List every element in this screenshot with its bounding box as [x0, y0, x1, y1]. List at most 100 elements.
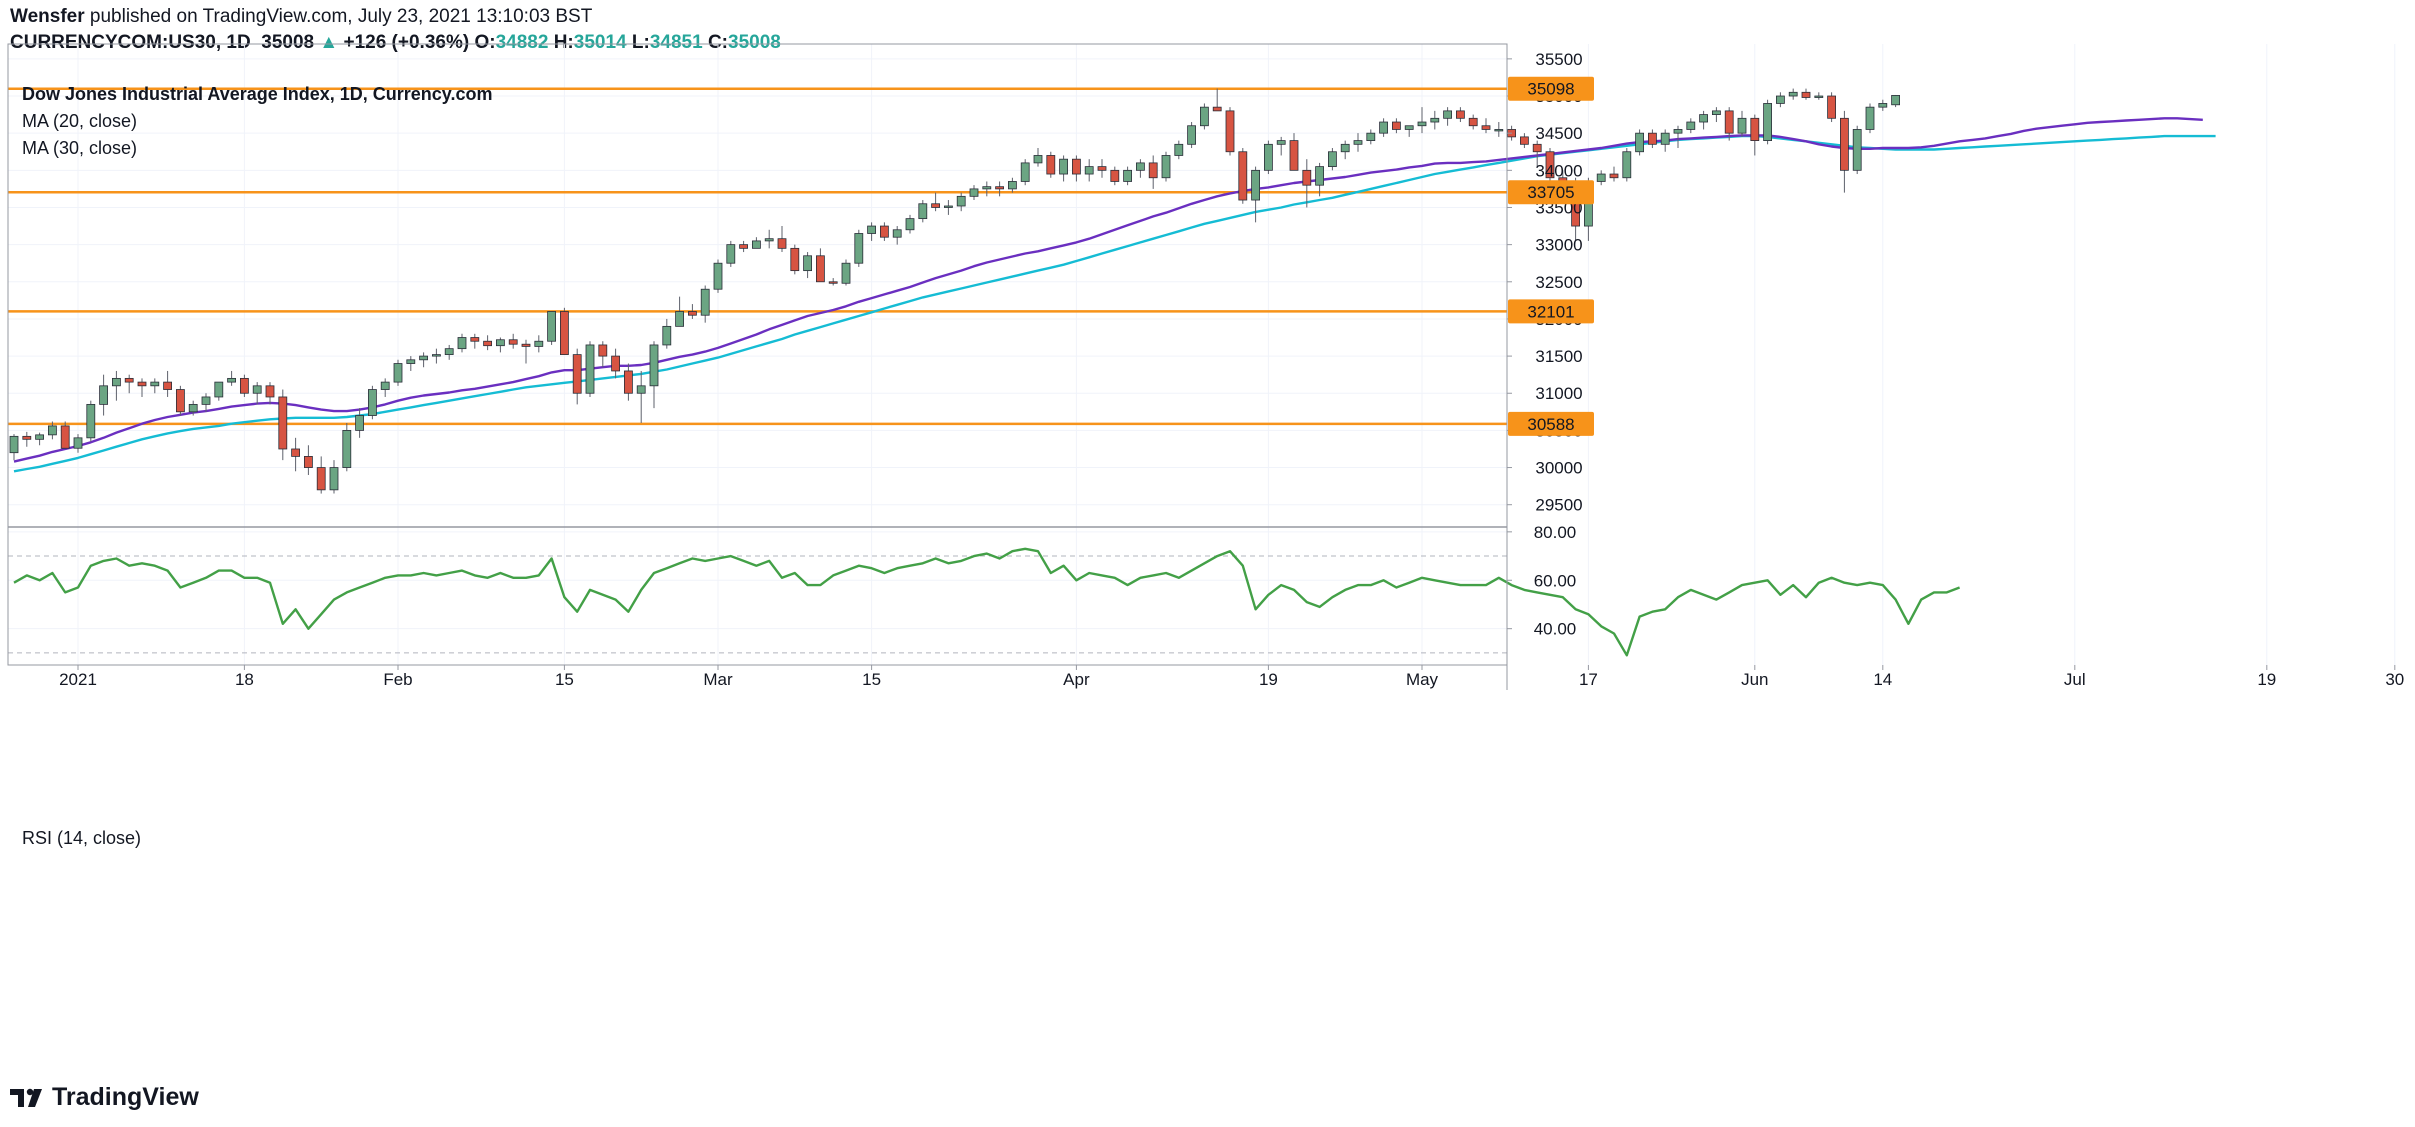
candle-body [188, 403, 198, 413]
candle-body [1635, 132, 1644, 153]
candle [112, 370, 121, 401]
candle-body [892, 229, 902, 238]
candle [585, 341, 595, 397]
candle-body [1289, 140, 1299, 171]
candle [752, 237, 761, 249]
candle-body [841, 262, 851, 284]
candle-body [995, 186, 1004, 190]
candle-body [444, 348, 454, 356]
price-tick-label: 30000 [1535, 459, 1582, 478]
candle-body [265, 385, 275, 398]
candle [1404, 125, 1414, 137]
candle [1622, 148, 1632, 182]
candle [1801, 88, 1811, 100]
candle-body [124, 377, 134, 383]
candle-body [393, 363, 403, 383]
candle [1494, 122, 1504, 137]
candle-body [1712, 110, 1721, 115]
candle-body [1852, 129, 1862, 171]
candle [303, 445, 313, 475]
candle [1750, 114, 1760, 156]
candle [175, 385, 185, 416]
candle [214, 381, 224, 401]
candle-body [598, 344, 608, 357]
candle-body [931, 203, 940, 208]
level-tag-label: 32101 [1527, 302, 1574, 321]
candle [1699, 110, 1708, 130]
candle-body [1724, 110, 1734, 134]
time-tick-label: 30 [2385, 670, 2404, 689]
candle [9, 434, 19, 461]
candle-body [406, 359, 416, 364]
candle [828, 278, 838, 286]
rsi-tick-label: 80.00 [1534, 523, 1577, 542]
candle-body [1072, 158, 1081, 175]
candle-body [956, 195, 966, 207]
tradingview-logo[interactable]: TradingView [10, 1083, 199, 1112]
open-value: 34882 [495, 32, 549, 53]
candle-body [1212, 106, 1222, 112]
candle-body [662, 325, 672, 346]
candle-body [918, 203, 928, 220]
candle [150, 378, 160, 394]
candle-body [150, 381, 160, 387]
candle-body [9, 435, 19, 454]
price-tick-label: 35500 [1535, 50, 1582, 69]
author-name[interactable]: Wensfer [10, 6, 85, 27]
candle [1340, 140, 1350, 160]
candle [252, 382, 262, 405]
level-price-tag: 33705 [1508, 180, 1594, 205]
candle [73, 434, 83, 453]
candle-body [649, 344, 659, 387]
candle-body [367, 389, 377, 416]
candle [495, 337, 505, 353]
candle-body [1673, 129, 1683, 134]
candle [1852, 125, 1862, 175]
candle-body [342, 429, 352, 468]
ma30-series [13, 134, 2216, 473]
candle-body [163, 381, 173, 390]
candle [598, 341, 608, 368]
candle-body [1520, 136, 1529, 145]
candle [1673, 125, 1683, 149]
level-tag-label: 30588 [1527, 415, 1574, 434]
candle [329, 460, 339, 494]
candle [444, 344, 454, 360]
candle [1660, 129, 1670, 152]
axes: 2950030000305003100031500320003250033000… [7, 43, 2404, 690]
candle-body [1084, 166, 1094, 175]
candle [636, 370, 646, 423]
candle-body [457, 337, 467, 350]
time-tick-label: 15 [555, 670, 574, 689]
candle-body [1340, 143, 1350, 153]
candle-body [1136, 162, 1145, 171]
candle-body [624, 370, 633, 394]
price-tick-label: 29500 [1535, 496, 1582, 515]
candle-body [1059, 158, 1068, 175]
price-tick-label: 32500 [1535, 273, 1582, 292]
candle [1763, 99, 1772, 145]
time-tick-label: Jun [1741, 670, 1768, 689]
candle-body [700, 288, 710, 316]
price-tick-label: 33000 [1535, 236, 1582, 255]
price-tick-label: 31500 [1535, 347, 1582, 366]
candle-body [1315, 166, 1324, 186]
candle [675, 296, 684, 327]
candle-body [777, 238, 787, 249]
rsi-tick-label: 40.00 [1534, 620, 1577, 639]
candle-body [419, 355, 429, 361]
candle [1379, 118, 1388, 137]
last-price: 35008 [261, 32, 315, 53]
candle [239, 374, 249, 397]
candle [188, 400, 198, 416]
candle [662, 318, 672, 349]
candle-body [688, 311, 697, 316]
time-tick-label: 14 [1873, 670, 1892, 689]
candle [803, 252, 812, 279]
candle-body [1328, 151, 1337, 168]
candle [700, 285, 710, 323]
candle-body [1161, 155, 1171, 179]
candle-body [380, 381, 390, 390]
candle-body [1891, 95, 1900, 106]
